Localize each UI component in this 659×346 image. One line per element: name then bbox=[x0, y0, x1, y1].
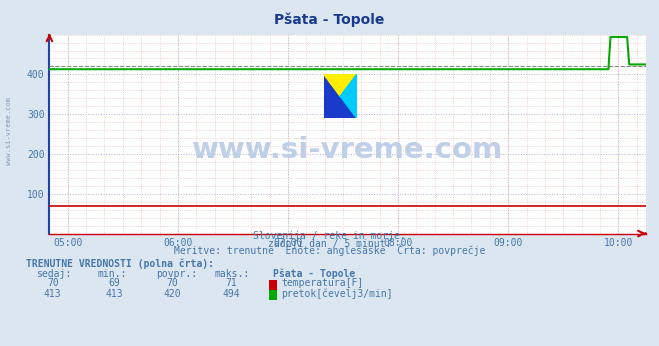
Text: sedaj:: sedaj: bbox=[36, 269, 71, 279]
Text: Meritve: trenutne  Enote: anglešaške  Črta: povprečje: Meritve: trenutne Enote: anglešaške Črta… bbox=[174, 244, 485, 256]
Text: 71: 71 bbox=[225, 279, 237, 289]
Text: 494: 494 bbox=[223, 289, 240, 299]
Text: Slovenija / reke in morje.: Slovenija / reke in morje. bbox=[253, 231, 406, 242]
Text: zadnji dan / 5 minut.: zadnji dan / 5 minut. bbox=[268, 239, 391, 249]
Text: www.si-vreme.com: www.si-vreme.com bbox=[192, 136, 503, 164]
Text: www.si-vreme.com: www.si-vreme.com bbox=[5, 98, 12, 165]
Text: 413: 413 bbox=[44, 289, 61, 299]
Text: TRENUTNE VREDNOSTI (polna črta):: TRENUTNE VREDNOSTI (polna črta): bbox=[26, 258, 214, 269]
Text: 413: 413 bbox=[105, 289, 123, 299]
Text: 420: 420 bbox=[164, 289, 181, 299]
Text: Pšata - Topole: Pšata - Topole bbox=[273, 268, 356, 279]
Text: min.:: min.: bbox=[98, 269, 127, 279]
Text: pretok[čevelj3/min]: pretok[čevelj3/min] bbox=[281, 288, 393, 299]
Text: 69: 69 bbox=[108, 279, 120, 289]
Text: maks.:: maks.: bbox=[215, 269, 250, 279]
Text: 70: 70 bbox=[167, 279, 179, 289]
Text: Pšata - Topole: Pšata - Topole bbox=[274, 12, 385, 27]
Text: 70: 70 bbox=[47, 279, 59, 289]
Text: povpr.:: povpr.: bbox=[156, 269, 197, 279]
Text: temperatura[F]: temperatura[F] bbox=[281, 279, 364, 289]
